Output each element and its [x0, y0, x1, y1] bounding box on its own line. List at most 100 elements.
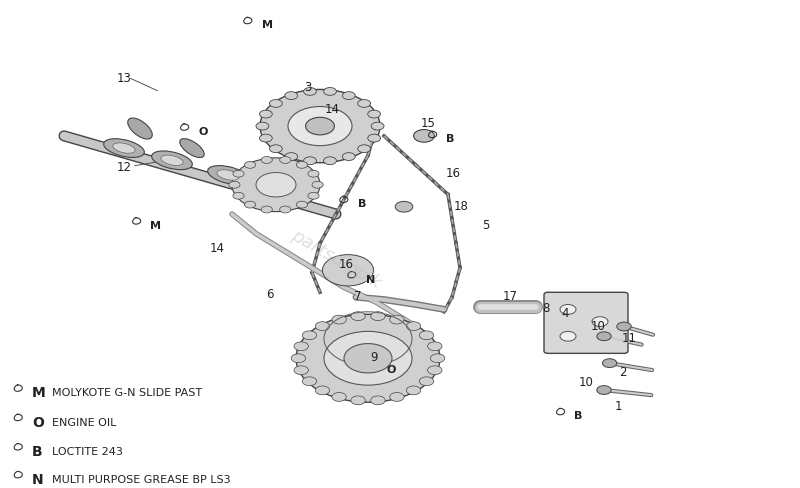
Circle shape — [342, 93, 355, 101]
Circle shape — [259, 135, 272, 142]
Circle shape — [302, 331, 317, 340]
Circle shape — [390, 316, 404, 325]
Text: 11: 11 — [622, 331, 637, 344]
Text: MOLYKOTE G-N SLIDE PAST: MOLYKOTE G-N SLIDE PAST — [52, 387, 202, 398]
Circle shape — [312, 182, 323, 189]
Circle shape — [315, 322, 330, 331]
Ellipse shape — [113, 143, 135, 154]
Ellipse shape — [104, 140, 144, 158]
Circle shape — [332, 393, 346, 402]
Circle shape — [303, 158, 316, 165]
Text: 13: 13 — [117, 72, 131, 84]
Text: 16: 16 — [446, 167, 461, 180]
Text: 7: 7 — [354, 289, 362, 303]
Circle shape — [617, 323, 631, 331]
Circle shape — [308, 171, 319, 178]
Circle shape — [315, 386, 330, 395]
Circle shape — [370, 396, 385, 405]
Circle shape — [294, 342, 309, 351]
Text: ENGINE OIL: ENGINE OIL — [52, 417, 116, 427]
Ellipse shape — [161, 156, 183, 166]
Circle shape — [303, 88, 316, 96]
Text: 10: 10 — [591, 319, 606, 332]
Text: 4: 4 — [562, 306, 570, 320]
Text: 8: 8 — [542, 302, 550, 315]
Ellipse shape — [256, 179, 296, 197]
Circle shape — [395, 202, 413, 213]
Circle shape — [322, 255, 374, 286]
Text: 16: 16 — [339, 258, 354, 271]
Circle shape — [324, 332, 412, 386]
Text: 10: 10 — [579, 375, 594, 388]
Text: partsdippik: partsdippik — [288, 225, 384, 291]
Circle shape — [560, 332, 576, 342]
Circle shape — [270, 101, 282, 108]
Circle shape — [406, 322, 421, 331]
Text: 5: 5 — [482, 219, 490, 232]
Circle shape — [229, 182, 240, 189]
Circle shape — [368, 111, 381, 119]
Text: B: B — [574, 410, 582, 421]
Circle shape — [419, 331, 434, 340]
Circle shape — [351, 396, 366, 405]
Circle shape — [308, 193, 319, 200]
Circle shape — [306, 118, 334, 136]
Circle shape — [260, 90, 380, 163]
Text: 17: 17 — [503, 289, 518, 303]
Text: O: O — [198, 127, 208, 137]
Circle shape — [370, 312, 385, 321]
Text: 3: 3 — [304, 81, 312, 93]
Circle shape — [245, 162, 256, 169]
Circle shape — [390, 393, 404, 402]
Ellipse shape — [265, 183, 287, 193]
Ellipse shape — [128, 119, 152, 140]
Text: M: M — [262, 20, 273, 30]
Text: M: M — [32, 386, 46, 400]
Circle shape — [302, 377, 317, 386]
Circle shape — [280, 207, 291, 213]
Ellipse shape — [152, 152, 192, 170]
Circle shape — [414, 130, 434, 143]
Circle shape — [256, 123, 269, 131]
Circle shape — [296, 315, 440, 403]
Circle shape — [232, 159, 320, 212]
Text: MULTI PURPOSE GREASE BP LS3: MULTI PURPOSE GREASE BP LS3 — [52, 474, 230, 484]
Text: B: B — [358, 199, 366, 209]
Circle shape — [261, 157, 272, 164]
Circle shape — [358, 145, 370, 153]
Ellipse shape — [217, 170, 239, 181]
Circle shape — [597, 386, 611, 395]
Circle shape — [597, 332, 611, 341]
Text: O: O — [32, 415, 44, 429]
Circle shape — [430, 354, 445, 363]
Text: LOCTITE 243: LOCTITE 243 — [52, 446, 123, 456]
Circle shape — [270, 145, 282, 153]
Circle shape — [351, 312, 366, 321]
Circle shape — [592, 317, 608, 327]
Text: O: O — [386, 364, 396, 374]
Text: B: B — [446, 134, 454, 144]
Circle shape — [324, 88, 337, 96]
Circle shape — [233, 171, 244, 178]
Text: B: B — [32, 444, 42, 458]
Circle shape — [560, 305, 576, 315]
Circle shape — [342, 153, 355, 161]
Circle shape — [427, 366, 442, 375]
Circle shape — [288, 107, 352, 146]
Circle shape — [291, 354, 306, 363]
Text: 9: 9 — [370, 350, 378, 364]
Circle shape — [602, 359, 617, 368]
Text: N: N — [32, 472, 44, 486]
Circle shape — [261, 207, 272, 213]
Circle shape — [233, 193, 244, 200]
Circle shape — [358, 101, 370, 108]
Ellipse shape — [208, 166, 248, 185]
Text: N: N — [366, 274, 375, 284]
Circle shape — [259, 111, 272, 119]
FancyBboxPatch shape — [544, 293, 628, 354]
Circle shape — [296, 162, 307, 169]
Circle shape — [368, 135, 381, 142]
Text: 1: 1 — [614, 399, 622, 412]
Circle shape — [296, 202, 307, 208]
Circle shape — [406, 386, 421, 395]
